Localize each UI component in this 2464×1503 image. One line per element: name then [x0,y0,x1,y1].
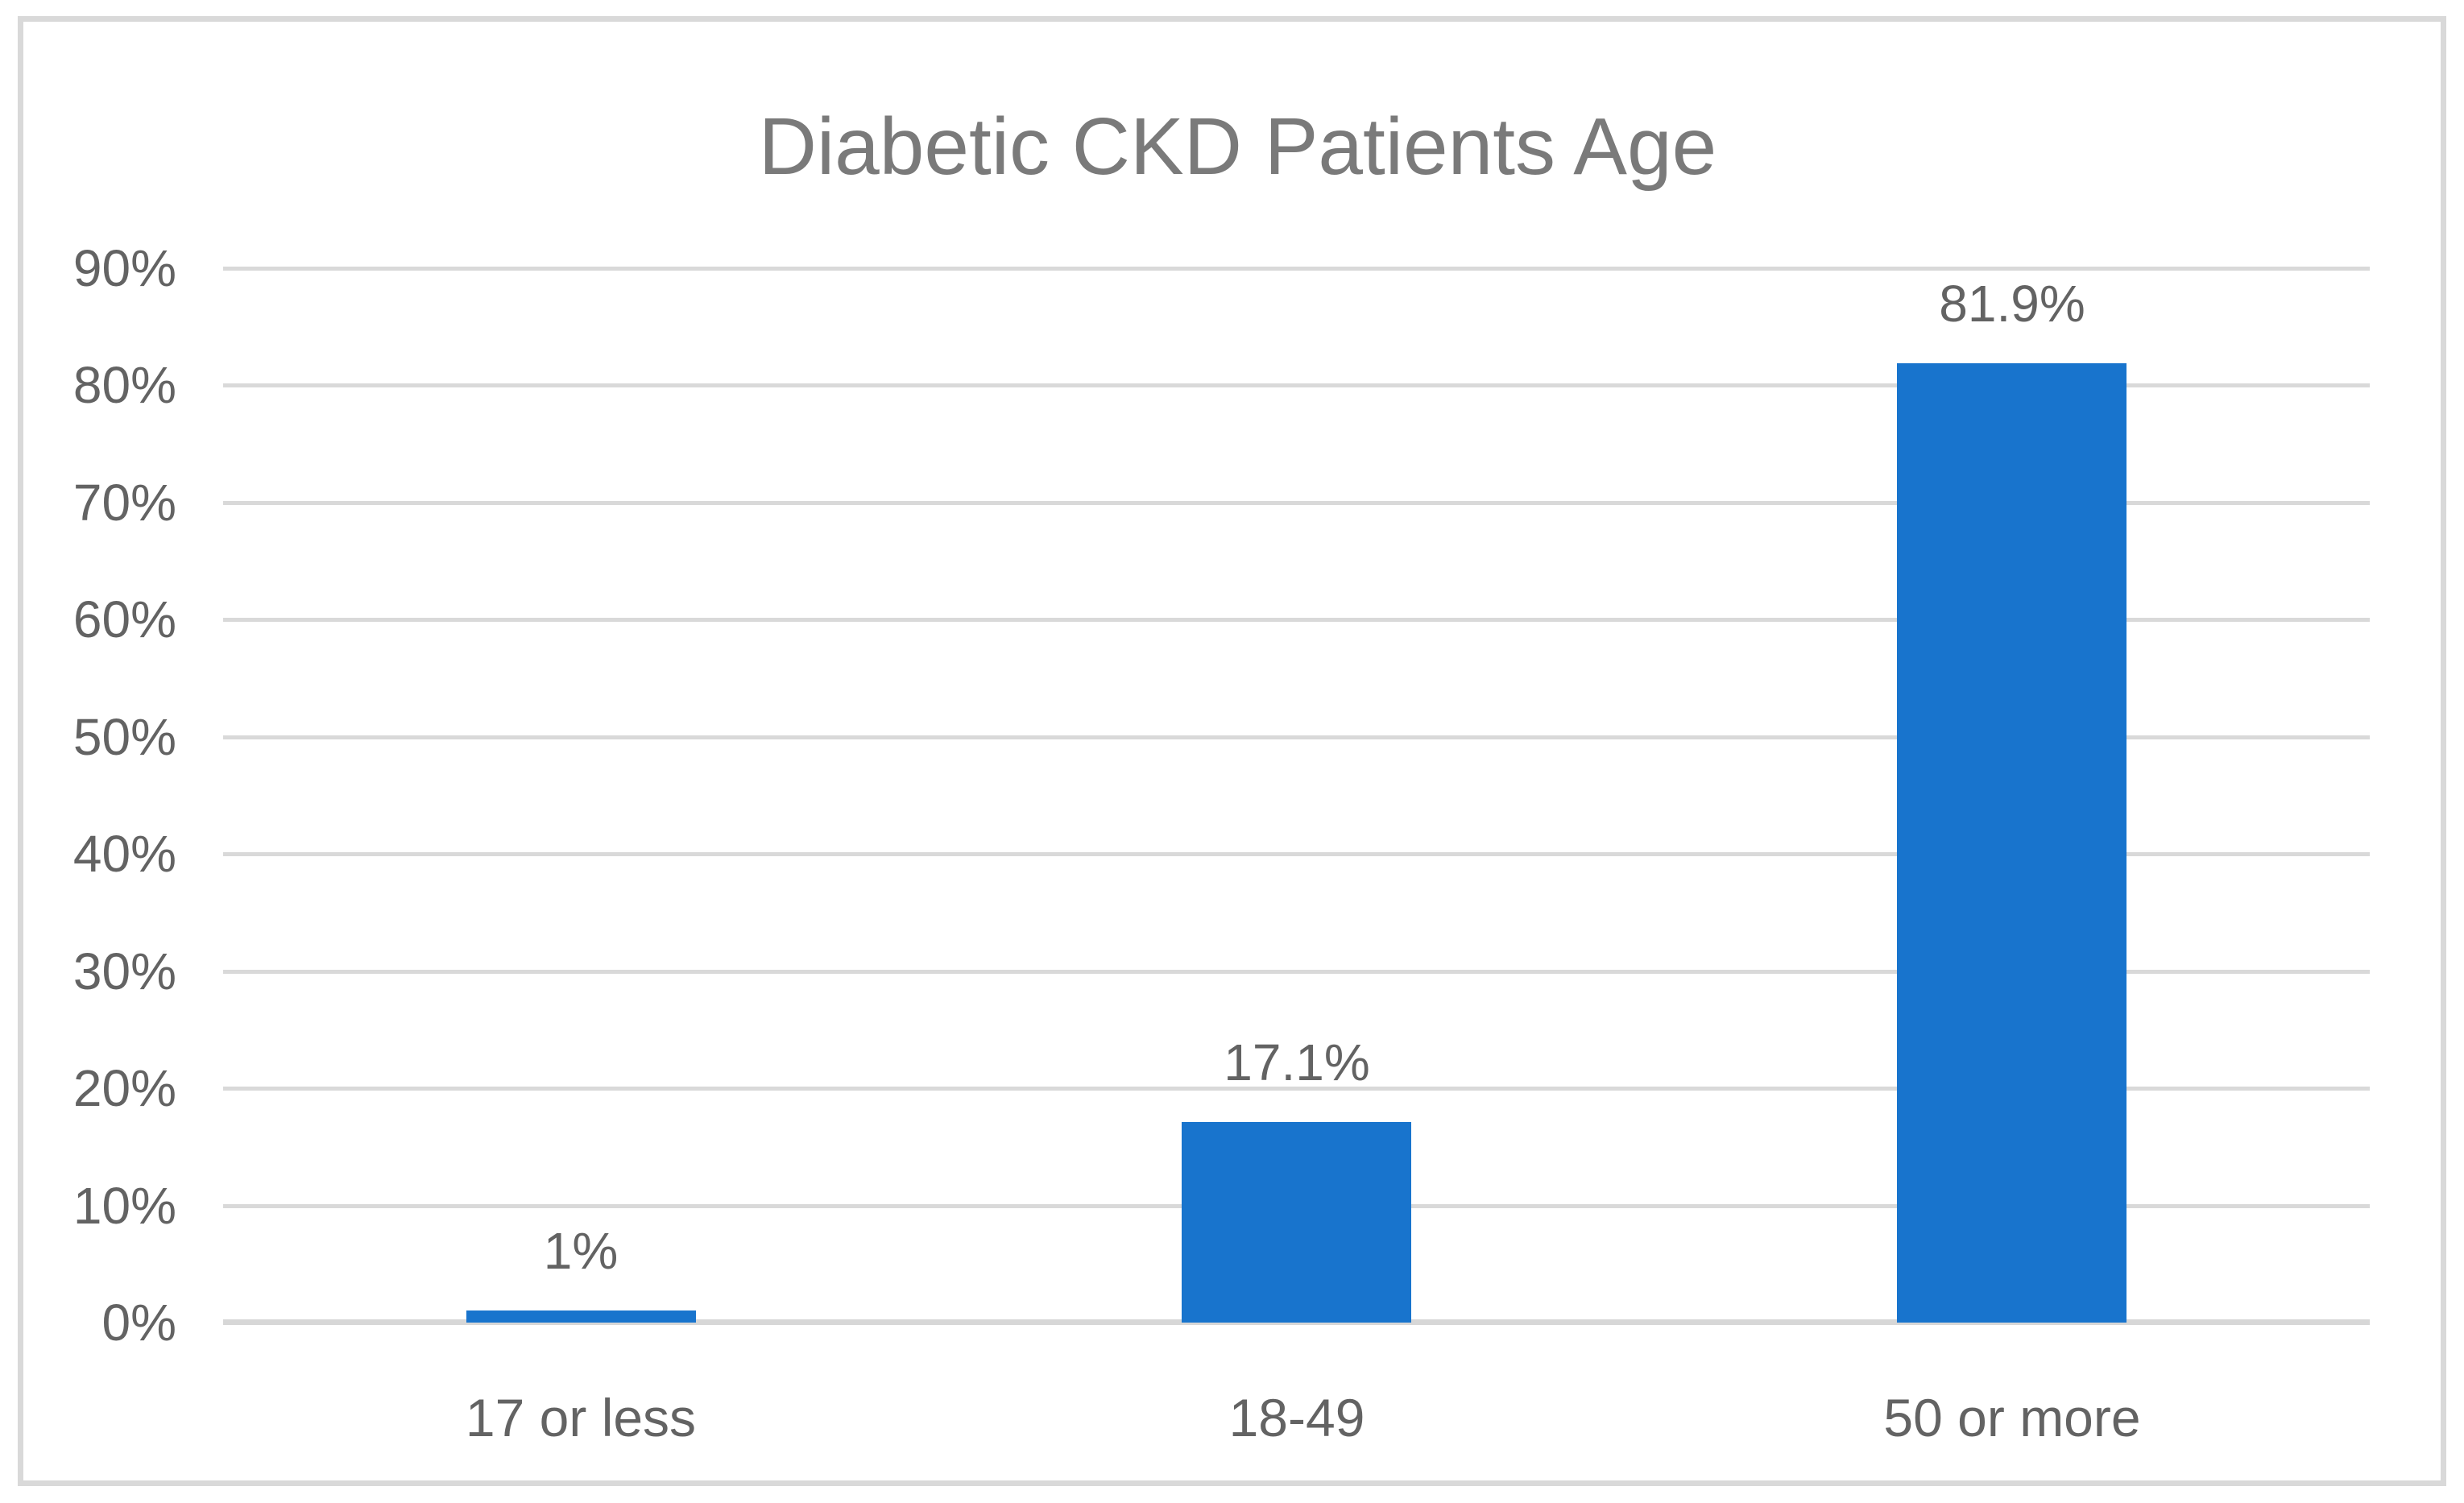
gridline [223,852,2370,857]
gridline [223,618,2370,623]
gridline [223,383,2370,388]
y-axis-tick-label: 70% [72,474,176,532]
data-label: 17.1% [1224,1033,1370,1091]
y-axis-tick-label: 60% [72,590,176,648]
data-label: 81.9% [1939,275,2085,333]
plot-area: 1% 17.1% 81.9% [223,267,2370,1325]
y-axis-tick-label: 0% [101,1294,177,1352]
gridline [223,735,2370,739]
y-axis-tick-label: 40% [72,825,176,883]
data-label: 1% [543,1222,619,1280]
bar [1182,1122,1411,1323]
x-axis-category-label: 50 or more [1883,1388,2141,1447]
y-axis-tick-label: 30% [72,942,176,1000]
x-axis-category-label: 18-49 [1228,1388,1365,1447]
gridline [223,500,2370,505]
y-axis-tick-label: 50% [72,708,176,766]
gridline [223,969,2370,974]
gridline [223,1087,2370,1091]
bar [466,1310,696,1323]
bar [1897,363,2126,1323]
x-axis-category-label: 17 or less [465,1388,697,1447]
y-axis-tick-label: 80% [72,356,176,414]
chart-frame: Diabetic CKD Patients Age 1% 17.1% 81.9% 9… [18,16,2446,1486]
gridline [223,267,2370,271]
chart-title: Diabetic CKD Patients Age [758,101,1717,192]
y-axis-tick-label: 90% [72,239,176,297]
y-axis-tick-label: 20% [72,1059,176,1117]
y-axis-tick-label: 10% [72,1177,176,1235]
